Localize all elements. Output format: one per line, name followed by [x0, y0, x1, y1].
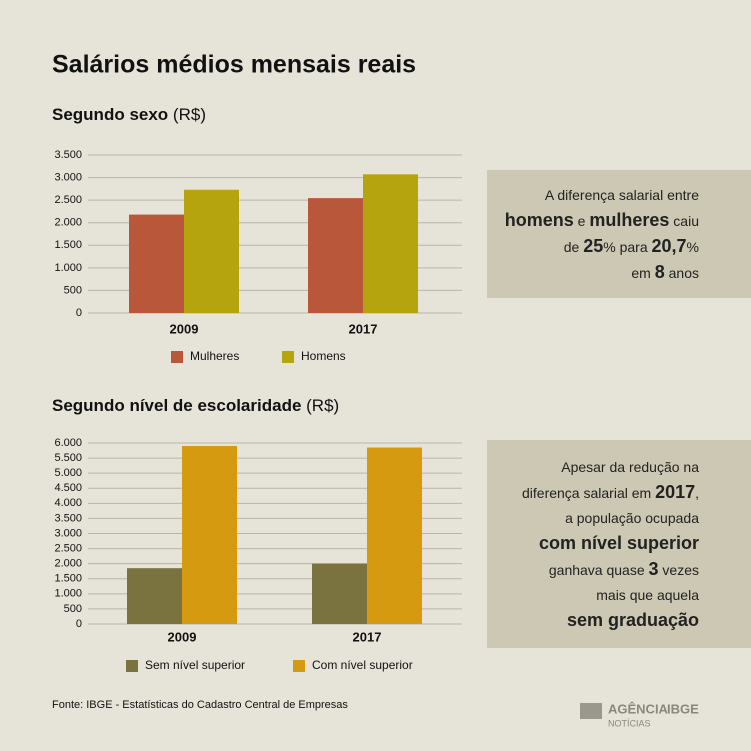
y-tick-label: 2.000 — [54, 217, 82, 229]
note-emphasis: homens — [504, 209, 574, 230]
note-emphasis: 2017 — [655, 481, 696, 502]
note-text: mais que aquela — [596, 586, 699, 603]
bar — [367, 447, 422, 624]
note-text: % — [686, 238, 699, 255]
bar — [312, 563, 367, 624]
note-line: ganhava quase 3 vezes — [487, 557, 699, 583]
chart-unit: (R$) — [173, 105, 206, 124]
y-tick-label: 1.000 — [54, 588, 82, 600]
logo-icon — [580, 703, 602, 719]
legend-label: Mulheres — [190, 349, 239, 363]
note-text: diferença salarial em — [522, 484, 656, 501]
y-tick-label: 1.500 — [54, 239, 82, 251]
x-tick-label: 2017 — [349, 321, 378, 336]
note-emphasis: 3 — [648, 558, 659, 579]
chart-title-text: Segundo nível de escolaridade — [52, 396, 301, 415]
note-text: ganhava quase — [548, 561, 649, 578]
note-text: em — [631, 264, 655, 281]
note-text: a população ocupada — [565, 509, 699, 526]
note-line: a população ocupada — [487, 506, 699, 531]
y-tick-label: 3.500 — [54, 512, 82, 524]
note-line: A diferença salarial entre — [487, 183, 699, 208]
y-tick-label: 4.000 — [54, 497, 82, 509]
legend-swatch — [171, 351, 183, 363]
note-line: em 8 anos — [487, 260, 699, 286]
y-tick-label: 1.000 — [54, 262, 82, 274]
note-text: Apesar da redução na — [561, 458, 699, 475]
note-emphasis: com nível superior — [538, 532, 699, 553]
y-tick-label: 1.500 — [54, 573, 82, 585]
x-tick-label: 2017 — [353, 629, 382, 644]
note-box: A diferença salarial entre homens e mulhe… — [487, 170, 751, 298]
y-tick-label: 500 — [64, 603, 82, 615]
note-emphasis: 25 — [583, 235, 604, 256]
y-tick-label: 5.500 — [54, 452, 82, 464]
y-tick-label: 3.500 — [54, 149, 82, 161]
x-tick-label: 2009 — [168, 629, 197, 644]
note-text: A diferença salarial entre — [544, 186, 699, 203]
chart-title-text: Segundo sexo — [52, 105, 168, 124]
note-text: anos — [664, 264, 699, 281]
bar — [184, 189, 239, 313]
legend-swatch — [293, 660, 305, 672]
bar — [182, 446, 237, 624]
note-box: Apesar da redução na diferença salarial e… — [487, 440, 751, 648]
note-emphasis: 8 — [654, 261, 665, 282]
note-line: Apesar da redução na — [487, 455, 699, 480]
note-line: homens e mulheres caiu — [487, 208, 699, 234]
note-emphasis: mulheres — [589, 209, 670, 230]
note-line: de 25% para 20,7% — [487, 234, 699, 260]
bar — [308, 198, 363, 313]
chart-title: Segundo nível de escolaridade (R$) — [52, 396, 339, 415]
bar — [127, 568, 182, 624]
logo-name: AGÊNCIA — [608, 701, 669, 716]
chart-title: Segundo sexo (R$) — [52, 105, 206, 124]
y-tick-label: 5.000 — [54, 467, 82, 479]
note-text: vezes — [658, 561, 699, 578]
note-emphasis: sem graduação — [566, 609, 699, 630]
bar — [129, 214, 184, 313]
y-tick-label: 3.000 — [54, 527, 82, 539]
y-tick-label: 3.000 — [54, 171, 82, 183]
note-text: , — [695, 484, 699, 501]
note-text: de — [563, 238, 584, 255]
main-title: Salários médios mensais reais — [52, 51, 416, 79]
note-text: e — [573, 212, 590, 229]
legend-label: Homens — [301, 349, 346, 363]
bar — [363, 174, 418, 313]
source: Fonte: IBGE - Estatísticas do Cadastro C… — [52, 699, 348, 711]
logo: AGÊNCIA IBGE NOTÍCIAS — [580, 701, 699, 728]
y-tick-label: 0 — [76, 618, 82, 630]
chart-unit: (R$) — [306, 396, 339, 415]
logo-brand: IBGE — [667, 701, 699, 716]
note-line: mais que aquela — [487, 583, 699, 608]
note-text: % para — [603, 238, 652, 255]
y-tick-label: 0 — [76, 307, 82, 319]
y-tick-label: 2.500 — [54, 542, 82, 554]
note-emphasis: 20,7 — [651, 235, 687, 256]
legend-swatch — [126, 660, 138, 672]
note-text: caiu — [669, 212, 699, 229]
note-line: com nível superior — [487, 531, 699, 557]
y-tick-label: 2.500 — [54, 194, 82, 206]
y-tick-label: 500 — [64, 284, 82, 296]
legend-label: Sem nível superior — [145, 658, 245, 672]
logo-sub: NOTÍCIAS — [608, 718, 651, 728]
note-line: diferença salarial em 2017, — [487, 480, 699, 506]
legend-swatch — [282, 351, 294, 363]
y-tick-label: 2.000 — [54, 558, 82, 570]
y-tick-label: 6.000 — [54, 437, 82, 449]
y-tick-label: 4.500 — [54, 482, 82, 494]
note-line: sem graduação — [487, 608, 699, 634]
x-tick-label: 2009 — [170, 321, 199, 336]
legend-label: Com nível superior — [312, 658, 413, 672]
